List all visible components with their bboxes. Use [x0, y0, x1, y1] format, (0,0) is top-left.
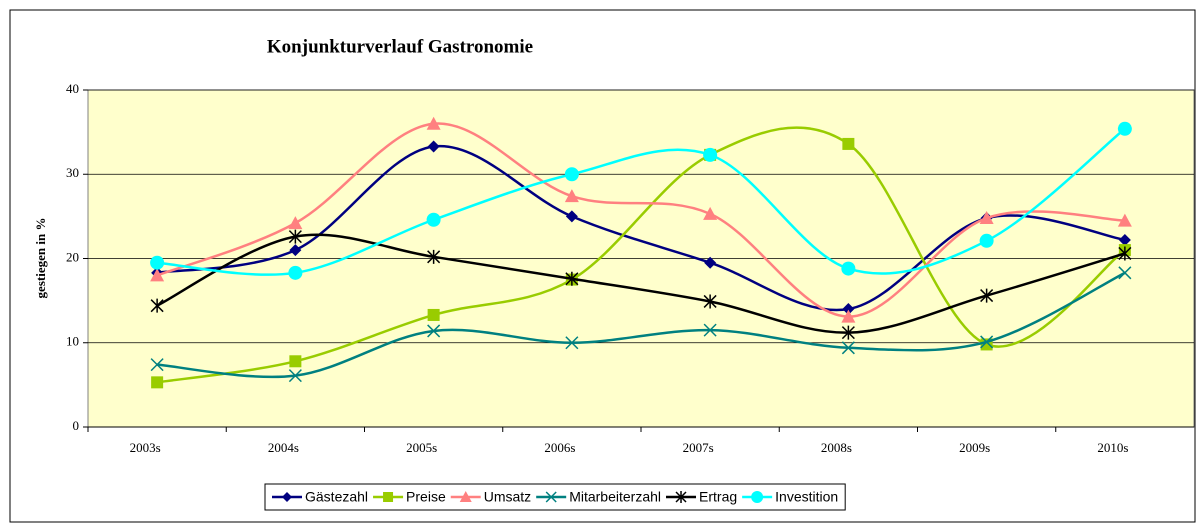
marker [1117, 213, 1132, 227]
marker [426, 116, 441, 130]
y-tick-label: 0 [73, 418, 80, 433]
marker [427, 324, 441, 338]
marker [289, 244, 302, 257]
marker [675, 491, 687, 503]
marker [288, 265, 303, 280]
marker [842, 303, 855, 316]
marker [703, 294, 717, 309]
legend-label: Preise [406, 489, 446, 505]
marker [282, 492, 292, 502]
marker [1117, 121, 1132, 136]
marker [459, 491, 472, 502]
marker [703, 147, 718, 162]
marker [703, 323, 717, 337]
marker [1118, 266, 1132, 280]
series-line [156, 233, 1126, 334]
series-line [156, 122, 1125, 318]
marker [979, 211, 994, 225]
legend-label: Umsatz [484, 489, 531, 505]
marker [565, 210, 578, 223]
series-line [156, 126, 1126, 384]
y-tick-label: 20 [66, 249, 79, 264]
marker [564, 189, 579, 203]
marker [564, 167, 579, 182]
marker [842, 137, 855, 150]
marker [841, 309, 856, 323]
marker [565, 271, 579, 286]
legend-label: Gästezahl [305, 489, 368, 505]
x-tick-label: 2004s [268, 440, 299, 455]
marker [841, 325, 855, 340]
marker [751, 491, 764, 503]
marker [980, 288, 994, 303]
legend-label: Investition [775, 489, 838, 505]
x-tick-label: 2005s [406, 440, 437, 455]
marker [383, 492, 394, 502]
marker [841, 341, 855, 355]
marker [150, 358, 164, 372]
marker [545, 491, 557, 503]
marker [1118, 246, 1132, 261]
marker [427, 308, 440, 321]
x-tick-label: 2006s [544, 440, 575, 455]
marker [150, 268, 165, 282]
marker [288, 216, 303, 230]
marker [565, 336, 579, 350]
x-tick-label: 2008s [821, 440, 852, 455]
y-tick-label: 40 [66, 81, 79, 96]
x-tick-label: 2003s [130, 440, 161, 455]
marker [289, 355, 302, 368]
y-axis-title: gestiegen in % [33, 218, 48, 299]
marker [980, 335, 994, 349]
marker [427, 249, 441, 264]
marker [288, 229, 302, 244]
legend-label: Mitarbeiterzahl [569, 489, 661, 505]
y-tick-label: 10 [66, 334, 79, 349]
marker [1118, 233, 1131, 246]
marker [426, 212, 441, 227]
marker [151, 376, 164, 389]
marker [427, 140, 440, 153]
marker [150, 298, 164, 313]
x-tick-label: 2010s [1097, 440, 1128, 455]
series-line [157, 127, 1126, 276]
series-line [156, 144, 1126, 312]
marker [979, 233, 994, 248]
marker [841, 261, 856, 276]
x-tick-label: 2007s [683, 440, 714, 455]
marker [703, 206, 718, 220]
marker [288, 369, 302, 383]
chart-title: Konjunkturverlauf Gastronomie [267, 36, 533, 57]
legend-label: Ertrag [699, 489, 737, 505]
legend: Gästezahl Preise Umsatz Mitarbeiterzahl Ertr… [264, 483, 846, 511]
marker [704, 256, 717, 269]
marker [150, 255, 165, 270]
x-tick-label: 2009s [959, 440, 990, 455]
y-tick-label: 30 [66, 165, 79, 180]
series-line [157, 271, 1126, 379]
